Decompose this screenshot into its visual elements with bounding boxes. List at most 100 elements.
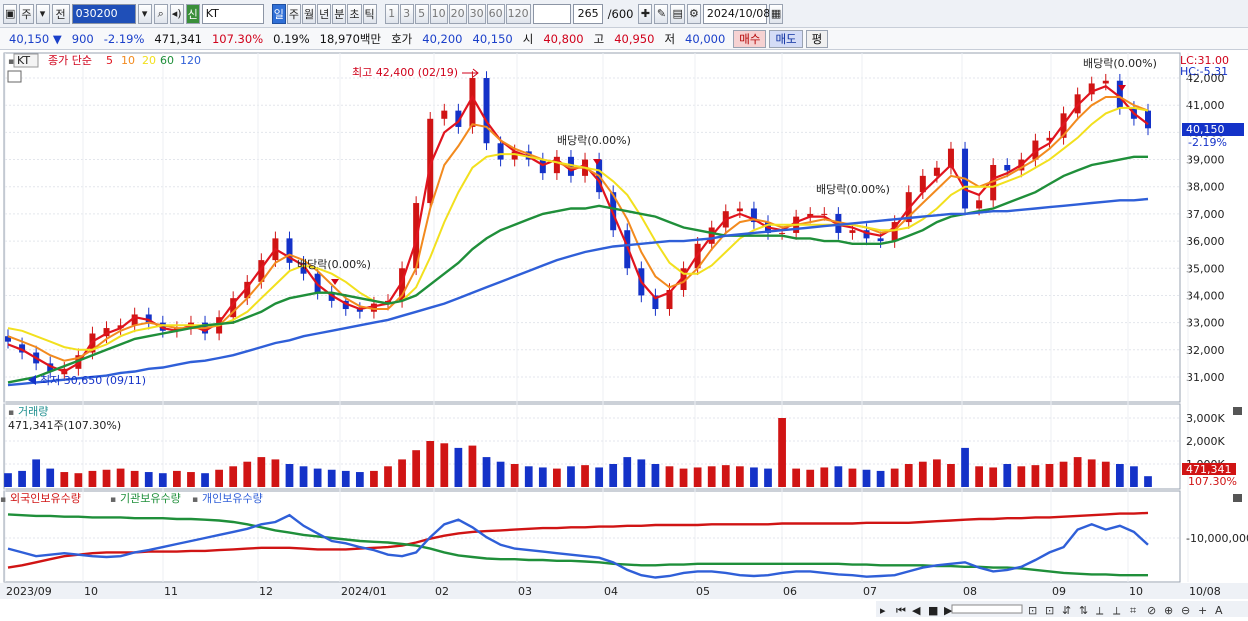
volume-bar (890, 468, 899, 487)
gear-icon[interactable]: ⚙ (686, 3, 701, 24)
save-icon[interactable]: ▤ (670, 3, 685, 24)
candle-body (779, 232, 786, 234)
period-select[interactable]: 주 (19, 3, 34, 24)
price-tag-pct: -2.19% (1188, 136, 1227, 149)
volume-bar (961, 447, 969, 487)
tf-button[interactable]: 년 (317, 3, 332, 24)
scroll-nav-icon[interactable]: ⏮ (896, 604, 906, 617)
volume-bar (1073, 457, 1082, 487)
candle-body (666, 290, 673, 310)
y-tick-label: 39,000 (1186, 154, 1225, 167)
high-price: 40,950 (614, 31, 655, 46)
volume-bar (102, 469, 111, 487)
volume-bar (524, 466, 533, 487)
interval-button[interactable]: 10 (429, 3, 448, 24)
chart-tool-icon[interactable]: + (1198, 604, 1207, 617)
stock-name-field[interactable]: KT (201, 3, 264, 24)
volume-bar (426, 441, 435, 487)
candle-body (469, 78, 476, 127)
candle-body (750, 208, 757, 223)
tf-button[interactable]: 주 (286, 3, 302, 24)
tf-button[interactable]: 일 (271, 3, 286, 24)
buy-button[interactable]: 매수 (733, 29, 767, 48)
tools-icon[interactable]: ✚ (638, 3, 653, 24)
volume-tag-box (1182, 463, 1236, 475)
y-tick-label: 42,000 (1186, 72, 1225, 85)
legend-bullet: ▪ (8, 57, 14, 67)
open-price: 40,800 (543, 31, 584, 46)
volume-bar (285, 464, 294, 487)
interval-button[interactable]: 5 (414, 3, 429, 24)
chart-tool-icon[interactable]: ⊕ (1164, 604, 1173, 617)
sound-icon[interactable]: ◂) (169, 3, 184, 24)
volume-bar (1059, 461, 1068, 487)
search-icon[interactable]: ⌕ (153, 3, 168, 24)
chart-area[interactable]: 31,000 32,000 33,000 34,000 35,000 36,000 37,0… (0, 51, 1248, 621)
x-tick-label: 12 (259, 585, 273, 598)
volume-bar (341, 470, 350, 487)
low-price: 40,000 (685, 31, 726, 46)
volume-bar (750, 467, 758, 487)
candle-body (990, 164, 997, 201)
tf-button[interactable]: 월 (302, 3, 317, 24)
volume-close-icon (1233, 407, 1242, 415)
sell-button[interactable]: 매도 (769, 29, 803, 48)
price-tag-box (1182, 123, 1244, 136)
tf-button[interactable]: 초 (347, 3, 362, 24)
draw-icon[interactable]: ✎ (654, 3, 669, 24)
volume-bar (707, 466, 716, 487)
interval-input[interactable] (532, 3, 571, 24)
prev-button[interactable]: 전 (51, 3, 70, 24)
holding-axis-label: -10,000,000 (1186, 532, 1248, 545)
chart-tool-icon[interactable]: ⊖ (1181, 604, 1190, 617)
chart-tool-icon[interactable]: ⊘ (1147, 604, 1156, 617)
calendar-icon[interactable]: ▦ (768, 3, 784, 24)
scroll-nav-icon[interactable]: ▸ (880, 604, 886, 617)
scroll-nav-icon[interactable]: ▶ (944, 604, 953, 617)
interval-button[interactable]: 120 (505, 3, 531, 24)
ma-line-10 (7, 96, 1149, 362)
tf-button[interactable]: 분 (332, 3, 347, 24)
holding-line-foreign (7, 511, 1149, 569)
code-dropdown-icon[interactable]: ▾ (137, 3, 152, 24)
x-tick-label: 2023/09 (6, 585, 52, 598)
ma-line-20 (7, 106, 1149, 351)
scroll-nav-icon[interactable]: ◀ (912, 604, 921, 617)
volume-bar (975, 466, 983, 487)
interval-button[interactable]: 3 (399, 3, 414, 24)
interval-button[interactable]: 30 (467, 3, 486, 24)
interval-button[interactable]: 1 (384, 3, 399, 24)
bid-price: 40,150 (472, 31, 513, 46)
chart-tool-icon[interactable]: ⇅ (1079, 604, 1088, 617)
chart-tool-icon[interactable]: ⟂ (1113, 604, 1121, 617)
volume-bar (158, 473, 167, 487)
chart-tool-icon[interactable]: A (1215, 604, 1223, 617)
candle-body (1046, 137, 1053, 141)
scroll-thumb[interactable] (951, 604, 1023, 614)
layout-icon[interactable]: ▣ (3, 3, 18, 24)
date-field[interactable]: 2024/10/08 (702, 3, 770, 24)
count-input[interactable]: 265 (572, 3, 603, 24)
volume-bar (933, 459, 941, 487)
holding-bullet: ▪ (110, 495, 116, 505)
interval-button[interactable]: 20 (448, 3, 467, 24)
interval-button[interactable]: 60 (486, 3, 505, 24)
chart-tool-icon[interactable]: ⟂ (1096, 604, 1104, 617)
holding-bullet: ▪ (0, 495, 6, 505)
tf-button[interactable]: 틱 (362, 3, 377, 24)
chart-tool-icon[interactable]: ⊡ (1045, 604, 1054, 617)
chart-tool-icon[interactable]: ⇵ (1062, 604, 1071, 617)
scroll-nav-icon[interactable]: ■ (928, 604, 938, 617)
x-tick-label: 02 (435, 585, 449, 598)
volume-bar (1031, 465, 1040, 487)
candle-body (539, 159, 546, 174)
eval-button[interactable]: 평 (805, 29, 829, 48)
chart-tool-icon[interactable]: ⊡ (1028, 604, 1037, 617)
open-label: 시 (522, 31, 534, 46)
y-tick-label: 32,000 (1186, 344, 1225, 357)
chevron-down-icon[interactable]: ▾ (35, 3, 50, 24)
chart-tool-icon[interactable]: ⌗ (1130, 604, 1136, 617)
volume-bar (243, 461, 252, 487)
stock-code-input[interactable]: 030200 (71, 3, 136, 24)
